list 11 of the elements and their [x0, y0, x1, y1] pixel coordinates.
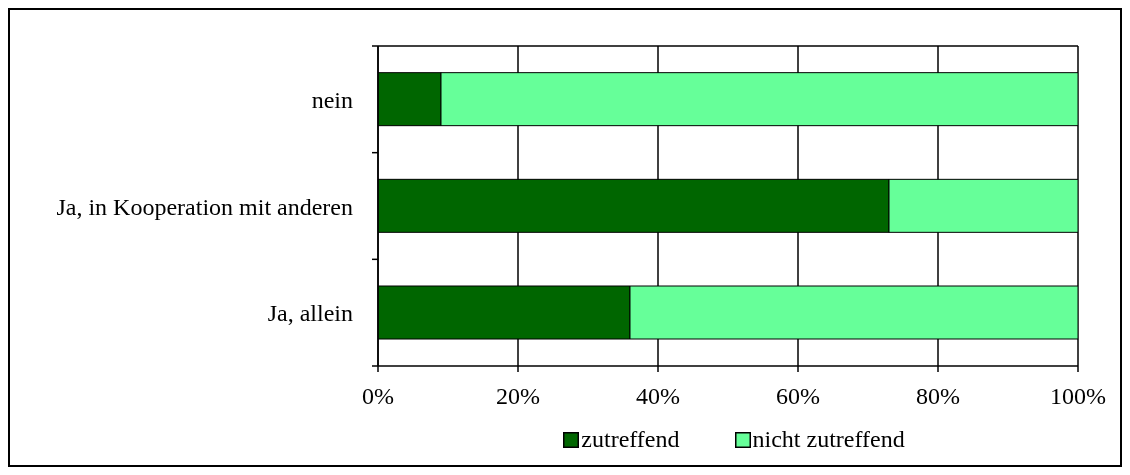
- x-tick-label: 100%: [1050, 383, 1106, 410]
- legend-label: zutreffend: [581, 426, 680, 453]
- y-tick-label: Ja, in Kooperation mit anderen: [56, 193, 353, 220]
- x-tick-label: 20%: [496, 383, 540, 410]
- legend-label: nicht zutreffend: [752, 426, 905, 453]
- y-tick-label: nein: [311, 86, 353, 113]
- x-tick-label: 40%: [636, 383, 680, 410]
- x-tick-label: 60%: [776, 383, 820, 410]
- x-tick-label: 80%: [916, 383, 960, 410]
- y-tick-label: Ja, allein: [267, 300, 353, 327]
- x-tick-label: 0%: [362, 383, 394, 410]
